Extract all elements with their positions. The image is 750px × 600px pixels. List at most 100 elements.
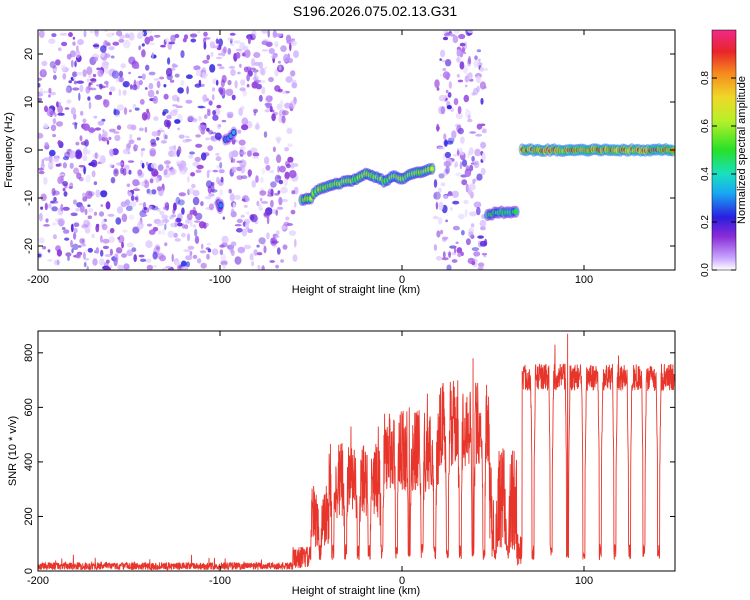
noise-speckle — [129, 200, 137, 208]
noise-speckle — [477, 235, 484, 239]
noise-speckle — [88, 101, 92, 110]
noise-speckle — [72, 71, 78, 77]
noise-speckle — [159, 76, 165, 80]
noise-speckle — [238, 139, 246, 146]
noise-speckle — [443, 30, 448, 37]
noise-speckle — [163, 169, 168, 176]
noise-speckle — [452, 35, 459, 44]
noise-speckle — [215, 156, 222, 162]
noise-speckle — [74, 60, 77, 68]
noise-speckle — [266, 216, 270, 225]
noise-speckle — [147, 89, 155, 98]
noise-speckle — [269, 169, 275, 174]
noise-speckle — [210, 51, 214, 57]
noise-speckle — [206, 242, 211, 246]
noise-speckle — [196, 164, 204, 170]
noise-speckle — [42, 90, 49, 94]
noise-speckle — [440, 229, 444, 235]
noise-speckle — [143, 180, 150, 189]
noise-speckle — [267, 30, 270, 38]
noise-speckle — [148, 82, 154, 90]
noise-speckle — [66, 99, 72, 104]
noise-speckle — [168, 41, 176, 45]
noise-speckle — [442, 67, 447, 72]
noise-speckle — [190, 172, 196, 177]
snr-panel: -200 -100 0 100 0 200 400 600 800 Height of str… — [7, 330, 676, 597]
noise-speckle — [447, 92, 452, 98]
noise-speckle — [59, 173, 65, 176]
noise-speckle — [291, 190, 296, 195]
noise-speckle — [157, 164, 164, 172]
noise-speckle — [437, 146, 445, 150]
noise-speckle — [280, 259, 285, 263]
noise-speckle — [43, 123, 49, 129]
noise-speckle — [38, 97, 42, 102]
noise-speckle — [218, 124, 222, 128]
noise-speckle — [76, 172, 82, 180]
noise-speckle — [442, 237, 447, 242]
noise-speckle — [194, 228, 198, 237]
noise-speckle — [272, 146, 276, 153]
noise-speckle — [113, 108, 117, 115]
noise-speckle — [220, 260, 228, 266]
noise-speckle — [200, 201, 204, 207]
noise-speckle — [278, 196, 283, 206]
noise-speckle — [109, 148, 114, 156]
noise-speckle — [467, 118, 473, 123]
noise-speckle — [469, 183, 476, 191]
noise-speckle — [101, 60, 109, 70]
noise-speckle — [261, 30, 269, 34]
noise-speckle — [127, 160, 135, 163]
noise-speckle — [240, 151, 247, 155]
noise-speckle — [130, 195, 135, 202]
noise-speckle — [226, 111, 234, 118]
noise-speckle — [48, 38, 56, 44]
noise-speckle — [192, 196, 200, 206]
noise-speckle — [481, 252, 488, 256]
noise-speckle — [236, 218, 243, 224]
noise-speckle — [100, 190, 108, 198]
noise-speckle — [132, 226, 140, 234]
noise-speckle — [467, 114, 471, 120]
noise-speckle — [285, 34, 292, 43]
noise-speckle — [149, 36, 154, 42]
noise-speckle — [241, 124, 249, 131]
noise-speckle — [158, 127, 163, 131]
noise-speckle — [51, 206, 58, 212]
noise-speckle — [451, 190, 459, 198]
noise-speckle — [207, 110, 211, 117]
noise-speckle — [483, 86, 487, 89]
noise-speckle — [39, 69, 47, 78]
noise-speckle — [76, 252, 82, 259]
noise-speckle — [258, 94, 263, 102]
noise-speckle — [152, 226, 159, 232]
noise-speckle — [173, 202, 177, 211]
noise-speckle — [62, 156, 70, 161]
noise-speckle — [88, 74, 92, 79]
noise-speckle — [116, 125, 122, 131]
noise-speckle — [51, 188, 56, 196]
noise-speckle — [90, 159, 98, 168]
noise-speckle — [276, 247, 281, 255]
noise-speckle — [228, 65, 236, 69]
noise-speckle — [290, 40, 297, 47]
noise-speckle — [71, 248, 74, 254]
noise-speckle — [245, 221, 249, 230]
noise-speckle — [249, 67, 256, 71]
noise-speckle — [439, 58, 443, 61]
noise-speckle — [464, 209, 468, 217]
noise-speckle — [73, 222, 80, 227]
noise-speckle — [139, 258, 147, 262]
noise-speckle — [200, 243, 204, 250]
noise-speckle — [166, 165, 170, 168]
noise-speckle — [242, 89, 247, 97]
noise-speckle — [88, 207, 94, 213]
noise-speckle — [443, 133, 447, 140]
y-tick-label: -10 — [23, 190, 35, 206]
noise-speckle — [479, 240, 487, 247]
noise-speckle — [82, 238, 86, 246]
noise-speckle — [141, 180, 145, 187]
noise-speckle — [62, 73, 67, 80]
noise-speckle — [471, 92, 476, 96]
noise-speckle — [264, 109, 270, 113]
